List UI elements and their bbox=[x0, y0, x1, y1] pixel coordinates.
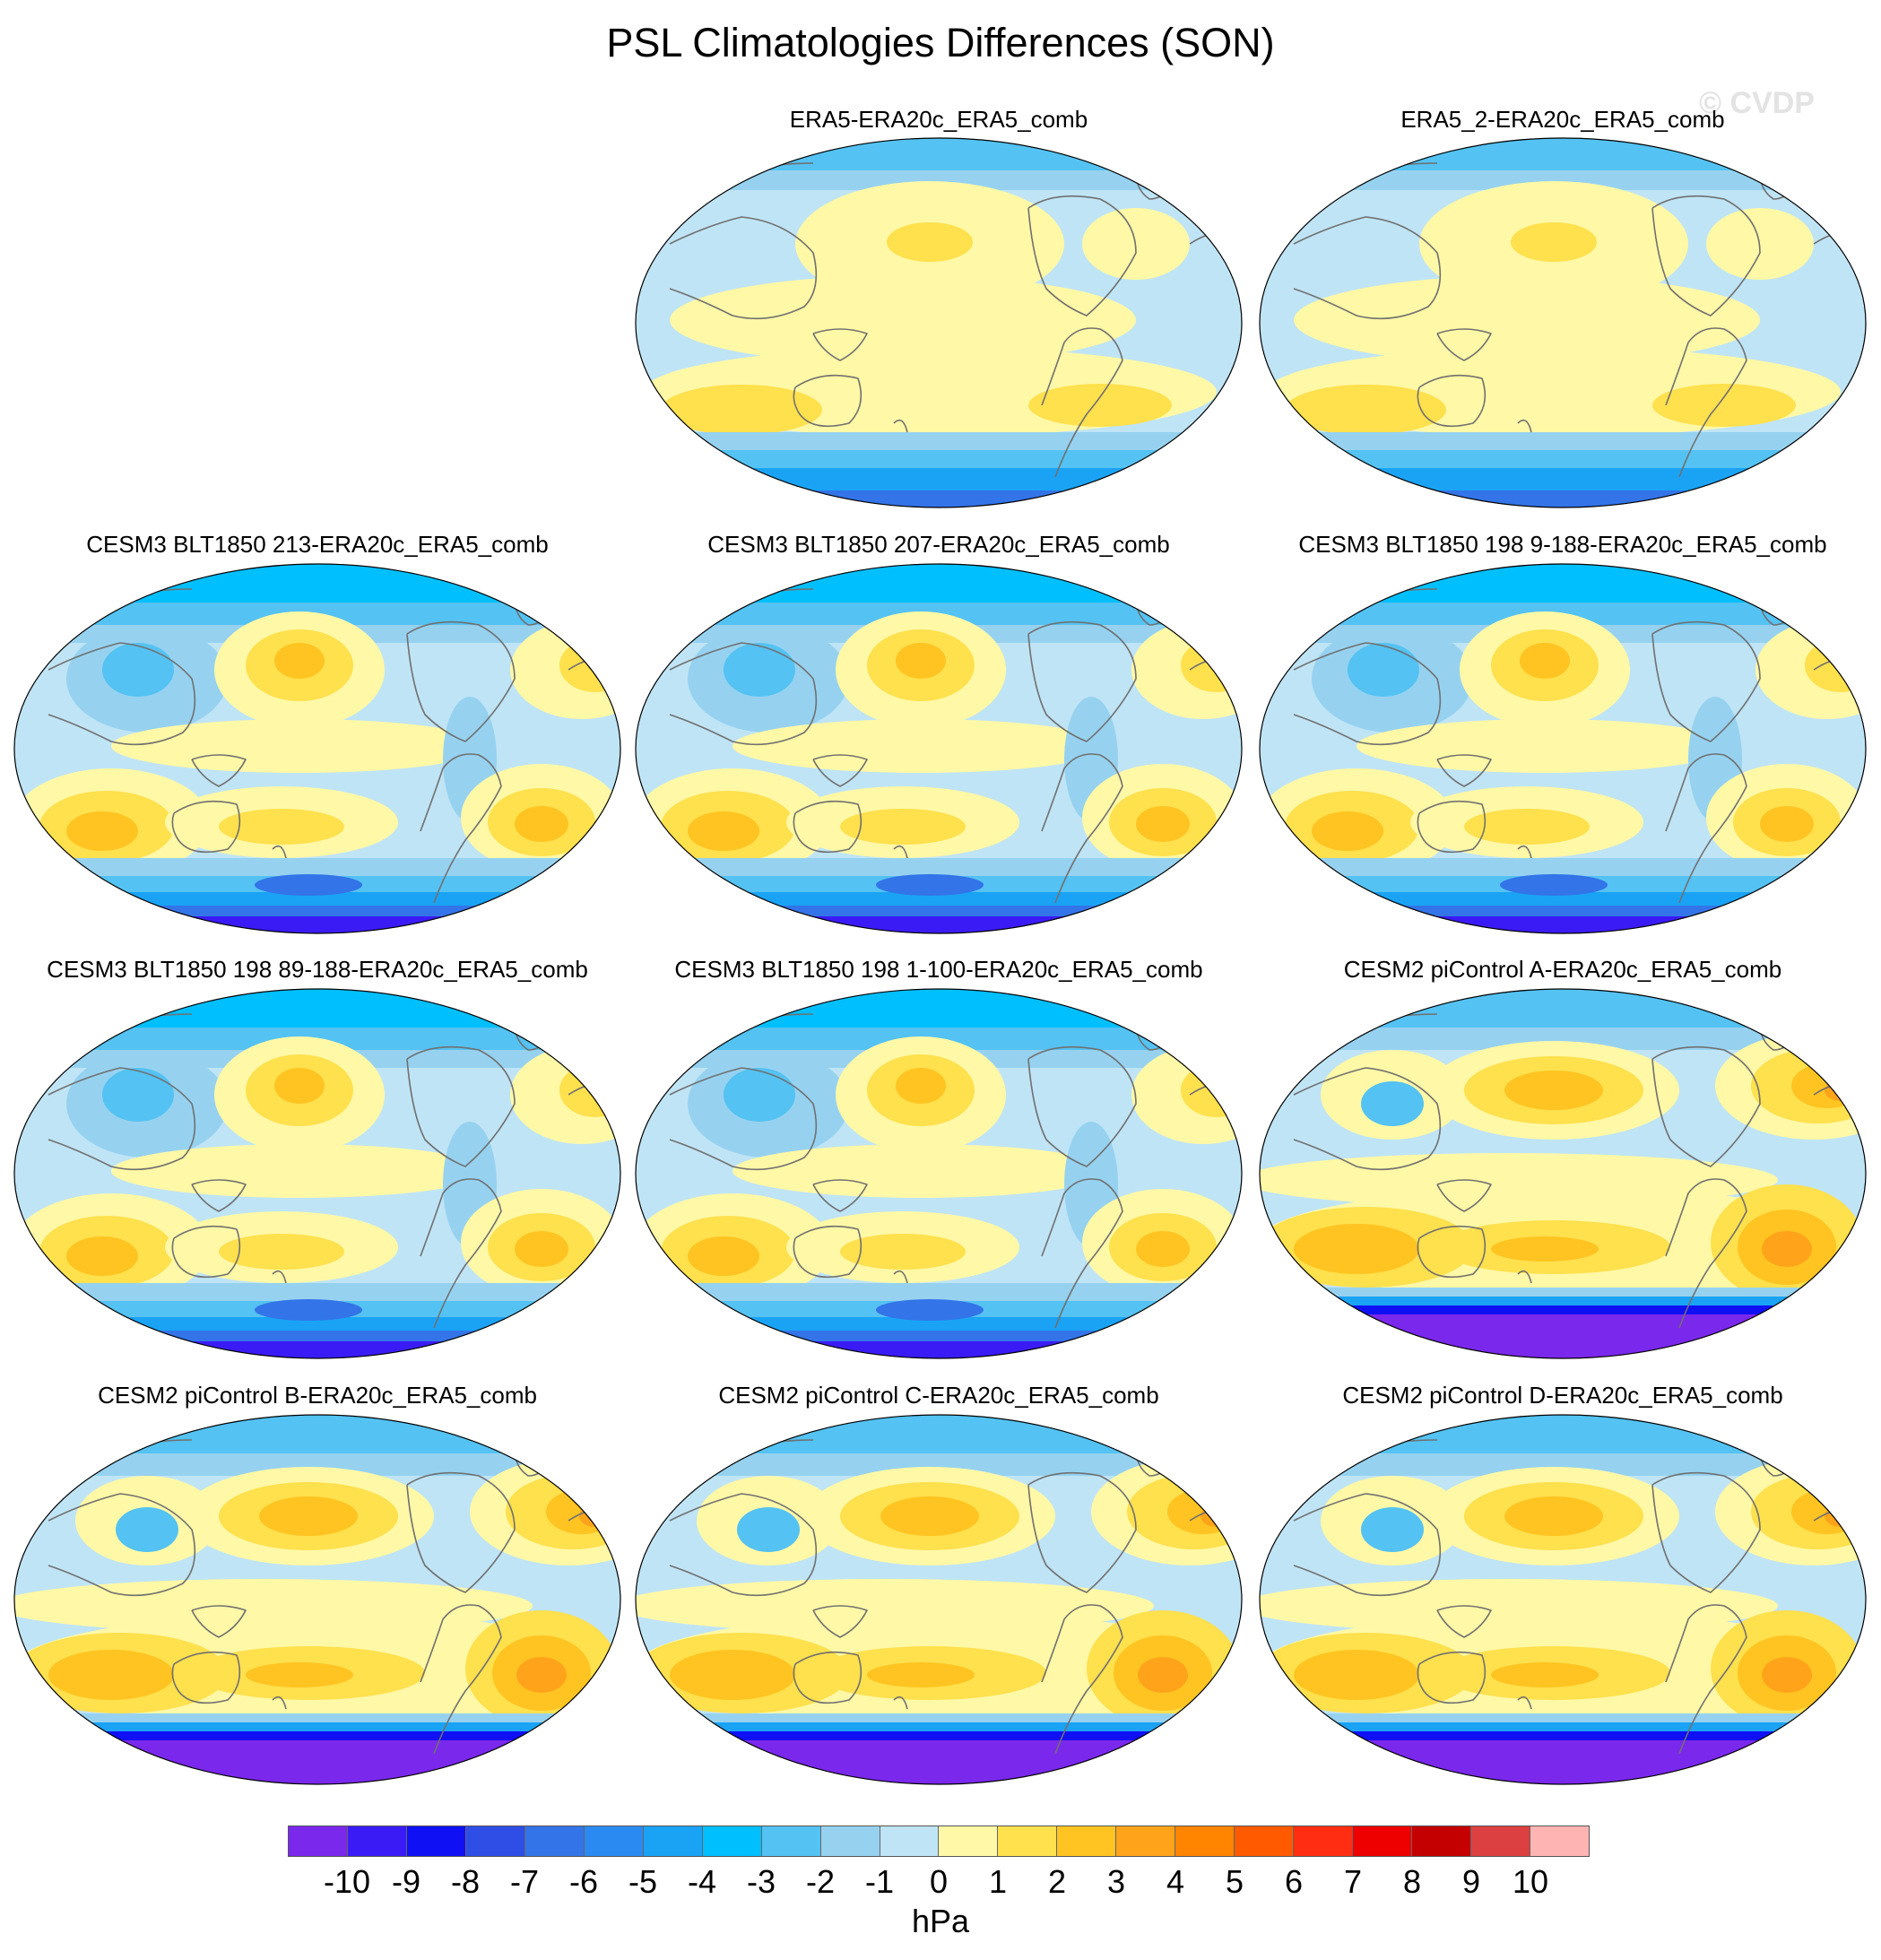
map-field bbox=[1259, 563, 1867, 934]
cvdp-watermark: © CVDP bbox=[1699, 86, 1815, 120]
map-panel-9 bbox=[13, 1413, 622, 1786]
colorbar-tick-label: -10 bbox=[323, 1863, 371, 1900]
colorbar-box bbox=[584, 1826, 644, 1856]
colorbar-tick-label: -3 bbox=[746, 1863, 776, 1900]
colorbar-tick-label: -8 bbox=[450, 1863, 481, 1900]
colorbar-box bbox=[1057, 1826, 1117, 1856]
map-panel-7 bbox=[634, 987, 1244, 1360]
colorbar-tick-label: -4 bbox=[687, 1863, 717, 1900]
colorbar-box bbox=[1294, 1826, 1354, 1856]
colorbar-tick-label: -2 bbox=[805, 1863, 836, 1900]
map-field bbox=[1259, 137, 1867, 508]
colorbar-box bbox=[289, 1826, 348, 1856]
colorbar-tick-label: -7 bbox=[509, 1863, 540, 1900]
map-panel-11 bbox=[1258, 1413, 1868, 1786]
colorbar-box bbox=[465, 1826, 525, 1856]
colorbar-tick-label: 5 bbox=[1225, 1863, 1244, 1900]
map-panel-10 bbox=[634, 1413, 1244, 1786]
panel-title-1: ERA5-ERA20c_ERA5_comb bbox=[789, 106, 1088, 133]
colorbar-box bbox=[1353, 1826, 1413, 1856]
panel-title-4: CESM3 BLT1850 207-ERA20c_ERA5_comb bbox=[707, 531, 1170, 558]
panel-title-8: CESM2 piControl A-ERA20c_ERA5_comb bbox=[1343, 956, 1782, 983]
colorbar-units-label: hPa bbox=[911, 1903, 970, 1939]
colorbar-box bbox=[347, 1826, 407, 1856]
colorbar-box bbox=[406, 1826, 466, 1856]
map-field bbox=[13, 563, 621, 934]
colorbar-box bbox=[1175, 1826, 1235, 1856]
colorbar-tick-label: 3 bbox=[1106, 1863, 1126, 1900]
map-field bbox=[635, 137, 1243, 508]
colorbar-box bbox=[998, 1826, 1058, 1856]
colorbar-tick-label: 8 bbox=[1402, 1863, 1422, 1900]
map-field bbox=[1259, 1414, 1867, 1785]
map-panel-5 bbox=[1258, 562, 1868, 935]
map-field bbox=[635, 1414, 1243, 1785]
colorbar-tick-label: 2 bbox=[1047, 1863, 1067, 1900]
colorbar-box bbox=[643, 1826, 703, 1856]
colorbar-box bbox=[880, 1826, 940, 1856]
colorbar-tick-label: 0 bbox=[929, 1863, 949, 1900]
map-panel-1 bbox=[634, 136, 1244, 509]
map-panel-4 bbox=[634, 562, 1244, 935]
map-field bbox=[635, 988, 1243, 1359]
panel-title-9: CESM2 piControl B-ERA20c_ERA5_comb bbox=[98, 1382, 537, 1409]
panel-title-3: CESM3 BLT1850 213-ERA20c_ERA5_comb bbox=[86, 531, 549, 558]
map-field bbox=[635, 563, 1243, 934]
map-panel-6 bbox=[13, 987, 622, 1360]
colorbar-box bbox=[939, 1826, 999, 1856]
colorbar-tick-label: 4 bbox=[1166, 1863, 1185, 1900]
colorbar bbox=[288, 1826, 1590, 1857]
map-field bbox=[13, 1414, 621, 1785]
colorbar-tick-label: -1 bbox=[864, 1863, 895, 1900]
figure-title: PSL Climatologies Differences (SON) bbox=[606, 20, 1275, 65]
map-field bbox=[13, 988, 621, 1359]
panel-title-7: CESM3 BLT1850 198 1-100-ERA20c_ERA5_comb bbox=[674, 956, 1203, 983]
colorbar-tick-label: -9 bbox=[391, 1863, 421, 1900]
colorbar-box bbox=[1412, 1826, 1472, 1856]
panel-title-6: CESM3 BLT1850 198 89-188-ERA20c_ERA5_com… bbox=[47, 956, 588, 983]
colorbar-box bbox=[761, 1826, 821, 1856]
colorbar-tick-label: 7 bbox=[1343, 1863, 1363, 1900]
colorbar-tick-label: 10 bbox=[1512, 1863, 1549, 1900]
colorbar-box bbox=[1471, 1826, 1531, 1856]
map-panel-2 bbox=[1258, 136, 1868, 509]
colorbar-tick-label: -6 bbox=[568, 1863, 599, 1900]
colorbar-tick-label: 9 bbox=[1461, 1863, 1481, 1900]
colorbar-box bbox=[524, 1826, 585, 1856]
panel-title-11: CESM2 piControl D-ERA20c_ERA5_comb bbox=[1342, 1382, 1783, 1409]
map-panel-3 bbox=[13, 562, 622, 935]
panel-title-2: ERA5_2-ERA20c_ERA5_comb bbox=[1400, 106, 1725, 133]
colorbar-box bbox=[1116, 1826, 1176, 1856]
colorbar-box bbox=[820, 1826, 880, 1856]
map-field bbox=[1259, 988, 1867, 1359]
colorbar-tick-labels: -10 -9 -8 -7 -6 -5 -4 -3 -2 -1 0 1 2 3 4 5 6 7 8 9 10 bbox=[288, 1863, 1590, 1908]
colorbar-box bbox=[702, 1826, 762, 1856]
colorbar-box bbox=[1235, 1826, 1295, 1856]
panel-title-5: CESM3 BLT1850 198 9-188-ERA20c_ERA5_comb bbox=[1298, 531, 1827, 558]
colorbar-tick-label: 6 bbox=[1284, 1863, 1304, 1900]
map-panel-8 bbox=[1258, 987, 1868, 1360]
colorbar-tick-label: 1 bbox=[988, 1863, 1008, 1900]
colorbar-tick-label: -5 bbox=[628, 1863, 658, 1900]
panel-title-10: CESM2 piControl C-ERA20c_ERA5_comb bbox=[718, 1382, 1159, 1409]
colorbar-box bbox=[1530, 1826, 1589, 1856]
